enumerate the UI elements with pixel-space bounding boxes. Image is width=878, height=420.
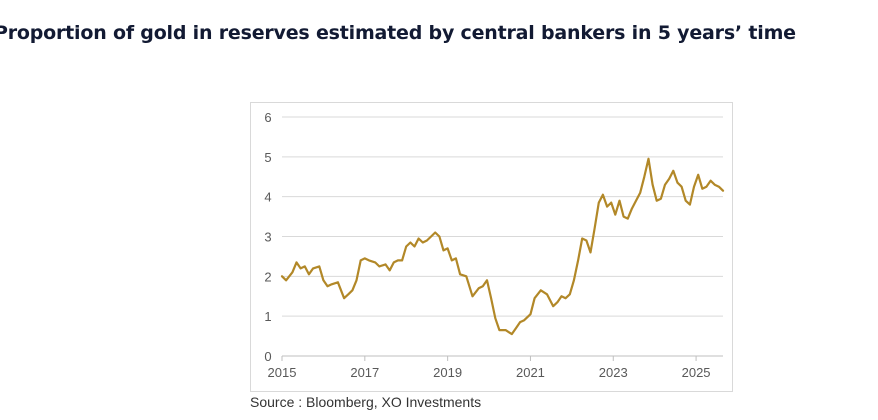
y-tick-label: 1 (264, 309, 271, 324)
y-tick-label: 5 (264, 150, 271, 165)
y-tick-label: 6 (264, 110, 271, 125)
chart-title: Proportion of gold in reserves estimated… (0, 22, 796, 44)
series-line-0 (280, 157, 725, 336)
y-tick-label: 2 (264, 269, 271, 284)
y-tick-label: 0 (264, 349, 271, 364)
x-tick-label: 2017 (350, 365, 379, 380)
x-tick-label: 2021 (516, 365, 545, 380)
source-note: Source : Bloomberg, XO Investments (250, 394, 482, 410)
chart-frame: 0 1 2 3 4 5 6 2015 2017 2019 2021 2023 2025 (250, 102, 733, 392)
y-tick-label: 4 (264, 190, 271, 205)
y-tick-label: 3 (264, 230, 271, 245)
x-tick-label: 2023 (599, 365, 628, 380)
x-tick-label: 2025 (682, 365, 711, 380)
x-tick-label: 2015 (268, 365, 297, 380)
x-tick-label: 2019 (433, 365, 462, 380)
line-chart: 0 1 2 3 4 5 6 2015 2017 2019 2021 2023 2025 (264, 110, 725, 380)
